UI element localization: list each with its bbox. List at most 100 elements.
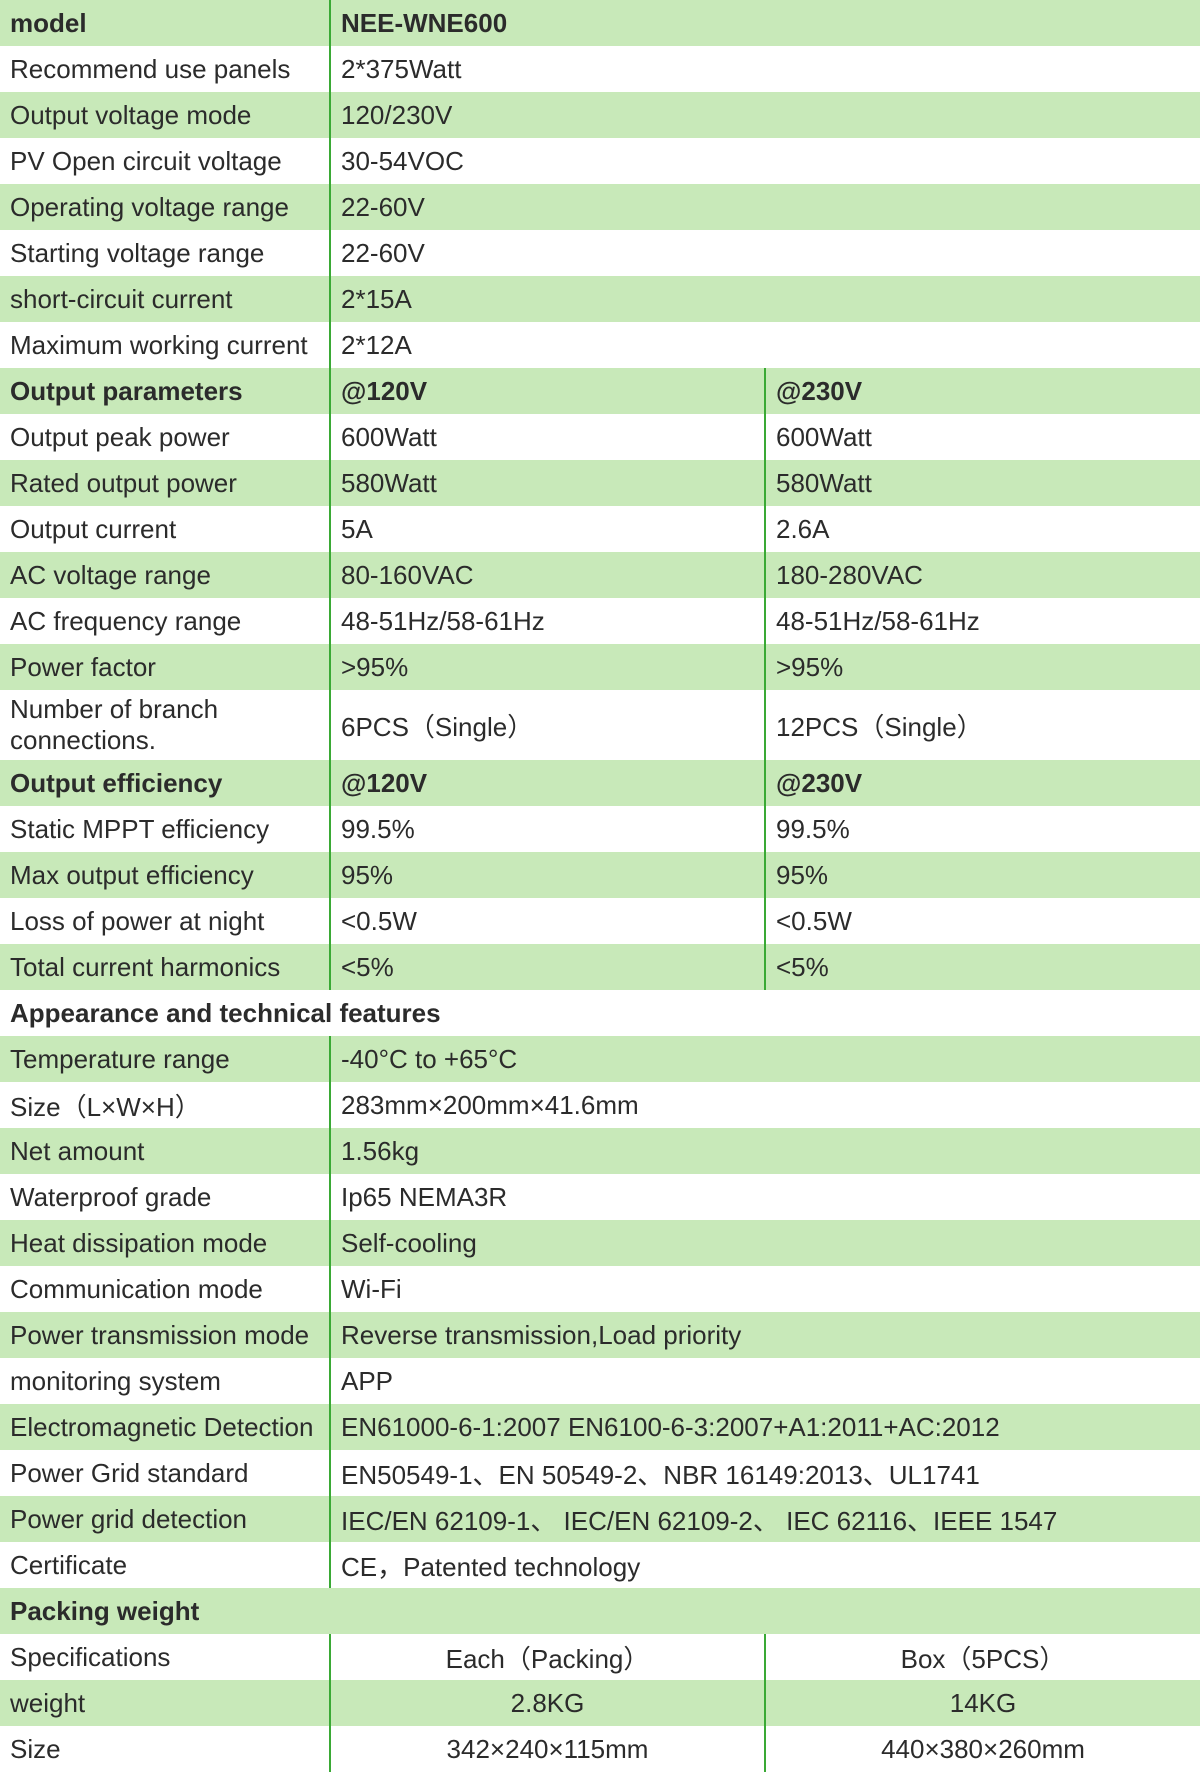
spec-label: Output peak power xyxy=(0,414,330,460)
spec-label: Certificate xyxy=(0,1542,330,1588)
spec-value: 180-280VAC xyxy=(765,552,1200,598)
spec-label: Recommend use panels xyxy=(0,46,330,92)
spec-value: CE，Patented technology xyxy=(330,1542,1200,1588)
table-row: Recommend use panels 2*375Watt xyxy=(0,46,1200,92)
spec-label: Power factor xyxy=(0,644,330,690)
table-row: weight 2.8KG 14KG xyxy=(0,1680,1200,1726)
table-row: Certificate CE，Patented technology xyxy=(0,1542,1200,1588)
table-row: Loss of power at night <0.5W <0.5W xyxy=(0,898,1200,944)
table-row: Total current harmonics <5% <5% xyxy=(0,944,1200,990)
spec-value: 120/230V xyxy=(330,92,1200,138)
specification-table: model NEE-WNE600 Recommend use panels 2*… xyxy=(0,0,1200,1772)
table-row: Output voltage mode 120/230V xyxy=(0,92,1200,138)
table-row: Power Grid standard EN50549-1、EN 50549-2… xyxy=(0,1450,1200,1496)
table-row: Maximum working current 2*12A xyxy=(0,322,1200,368)
spec-label: weight xyxy=(0,1680,330,1726)
spec-label: Output voltage mode xyxy=(0,92,330,138)
table-row: monitoring system APP xyxy=(0,1358,1200,1404)
spec-value: <5% xyxy=(765,944,1200,990)
packing-header: Packing weight xyxy=(0,1588,1200,1634)
table-row: Output peak power 600Watt 600Watt xyxy=(0,414,1200,460)
spec-label: Power Grid standard xyxy=(0,1450,330,1496)
table-row: PV Open circuit voltage 30-54VOC xyxy=(0,138,1200,184)
spec-value: >95% xyxy=(765,644,1200,690)
table-row: Power grid detection IEC/EN 62109-1、 IEC… xyxy=(0,1496,1200,1542)
spec-value: 5A xyxy=(330,506,765,552)
spec-value: Ip65 NEMA3R xyxy=(330,1174,1200,1220)
output-params-header: Output parameters xyxy=(0,368,330,414)
spec-label: Total current harmonics xyxy=(0,944,330,990)
spec-label: Temperature range xyxy=(0,1036,330,1082)
table-row: Power transmission mode Reverse transmis… xyxy=(0,1312,1200,1358)
spec-label: Static MPPT efficiency xyxy=(0,806,330,852)
table-row: Output efficiency @120V @230V xyxy=(0,760,1200,806)
spec-value: 283mm×200mm×41.6mm xyxy=(330,1082,1200,1128)
table-row: Rated output power 580Watt 580Watt xyxy=(0,460,1200,506)
spec-value: 14KG xyxy=(765,1680,1200,1726)
output-eff-header: Output efficiency xyxy=(0,760,330,806)
model-header-label: model xyxy=(0,0,330,46)
table-row: Waterproof grade Ip65 NEMA3R xyxy=(0,1174,1200,1220)
spec-value: 95% xyxy=(330,852,765,898)
spec-value: 22-60V xyxy=(330,184,1200,230)
spec-label: Rated output power xyxy=(0,460,330,506)
table-row: Electromagnetic Detection EN61000-6-1:20… xyxy=(0,1404,1200,1450)
table-row: Appearance and technical features xyxy=(0,990,1200,1036)
spec-label: Operating voltage range xyxy=(0,184,330,230)
spec-value: EN61000-6-1:2007 EN6100-6-3:2007+A1:2011… xyxy=(330,1404,1200,1450)
spec-label: Max output efficiency xyxy=(0,852,330,898)
spec-label: PV Open circuit voltage xyxy=(0,138,330,184)
spec-value: 95% xyxy=(765,852,1200,898)
spec-value: >95% xyxy=(330,644,765,690)
table-row: Output current 5A 2.6A xyxy=(0,506,1200,552)
spec-value: 2*375Watt xyxy=(330,46,1200,92)
spec-value: 2*12A xyxy=(330,322,1200,368)
output-params-col2: @120V xyxy=(330,368,765,414)
spec-label: Size xyxy=(0,1726,330,1772)
spec-label: Power transmission mode xyxy=(0,1312,330,1358)
spec-value: 580Watt xyxy=(765,460,1200,506)
spec-label: monitoring system xyxy=(0,1358,330,1404)
spec-label: Loss of power at night xyxy=(0,898,330,944)
table-row: model NEE-WNE600 xyxy=(0,0,1200,46)
spec-value: 600Watt xyxy=(330,414,765,460)
table-row: AC frequency range 48-51Hz/58-61Hz 48-51… xyxy=(0,598,1200,644)
table-row: Number of branch connections. 6PCS（Singl… xyxy=(0,690,1200,760)
spec-value: 600Watt xyxy=(765,414,1200,460)
spec-value: 2.8KG xyxy=(330,1680,765,1726)
spec-value: 80-160VAC xyxy=(330,552,765,598)
spec-label: short-circuit current xyxy=(0,276,330,322)
spec-value: 2*15A xyxy=(330,276,1200,322)
spec-value: 48-51Hz/58-61Hz xyxy=(765,598,1200,644)
spec-label: Size（L×W×H） xyxy=(0,1082,330,1128)
spec-label: Communication mode xyxy=(0,1266,330,1312)
spec-label: Specifications xyxy=(0,1634,330,1680)
spec-label: Electromagnetic Detection xyxy=(0,1404,330,1450)
table-row: Communication mode Wi-Fi xyxy=(0,1266,1200,1312)
spec-label: Maximum working current xyxy=(0,322,330,368)
spec-value: 99.5% xyxy=(765,806,1200,852)
spec-value: 30-54VOC xyxy=(330,138,1200,184)
table-row: Power factor >95% >95% xyxy=(0,644,1200,690)
spec-label: AC voltage range xyxy=(0,552,330,598)
spec-label: Number of branch connections. xyxy=(0,690,330,760)
table-row: Static MPPT efficiency 99.5% 99.5% xyxy=(0,806,1200,852)
spec-value: Reverse transmission,Load priority xyxy=(330,1312,1200,1358)
table-row: Specifications Each（Packing） Box（5PCS） xyxy=(0,1634,1200,1680)
appearance-header: Appearance and technical features xyxy=(0,990,1200,1036)
table-row: Size 342×240×115mm 440×380×260mm xyxy=(0,1726,1200,1772)
spec-value: 1.56kg xyxy=(330,1128,1200,1174)
model-header-value: NEE-WNE600 xyxy=(330,0,1200,46)
spec-value: 2.6A xyxy=(765,506,1200,552)
table-row: Packing weight xyxy=(0,1588,1200,1634)
table-row: AC voltage range 80-160VAC 180-280VAC xyxy=(0,552,1200,598)
table-row: Max output efficiency 95% 95% xyxy=(0,852,1200,898)
spec-label: Net amount xyxy=(0,1128,330,1174)
spec-label: Power grid detection xyxy=(0,1496,330,1542)
spec-value: <0.5W xyxy=(330,898,765,944)
spec-value: 48-51Hz/58-61Hz xyxy=(330,598,765,644)
table-row: Size（L×W×H） 283mm×200mm×41.6mm xyxy=(0,1082,1200,1128)
output-params-col3: @230V xyxy=(765,368,1200,414)
spec-value: Box（5PCS） xyxy=(765,1634,1200,1680)
output-eff-col2: @120V xyxy=(330,760,765,806)
